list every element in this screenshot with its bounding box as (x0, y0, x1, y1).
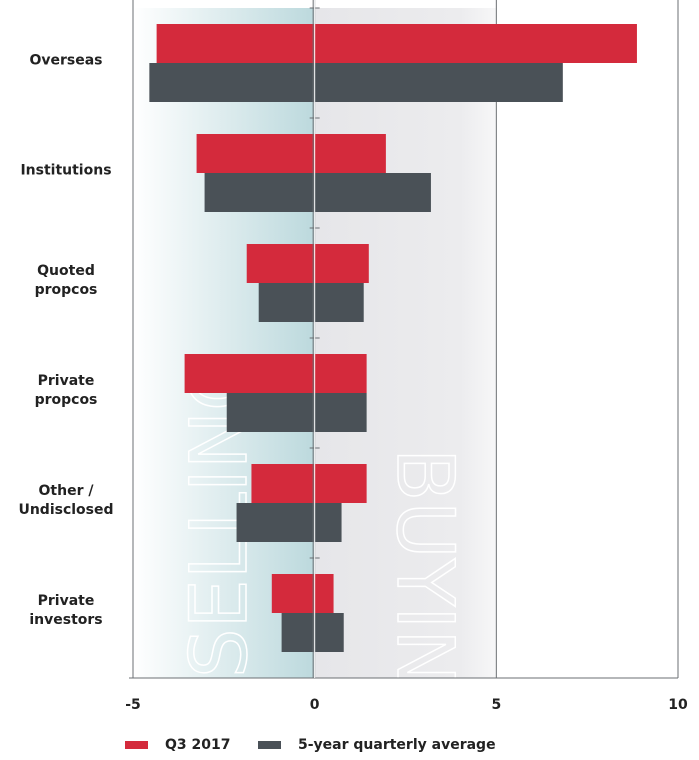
bar (281, 613, 315, 652)
bar (314, 24, 637, 63)
bar (156, 24, 315, 63)
bar (314, 244, 369, 283)
x-tick-label: 0 (310, 697, 320, 713)
bar (314, 354, 367, 393)
bar (226, 393, 315, 432)
bar (314, 464, 367, 503)
x-tick-label: 10 (668, 697, 688, 713)
bar (251, 464, 315, 503)
bar (204, 173, 315, 212)
legend-swatch (258, 741, 281, 749)
category-label: Private investors (29, 593, 103, 628)
bar (314, 574, 334, 613)
bar (258, 283, 315, 322)
selling-zone (133, 8, 315, 678)
bar (236, 503, 315, 542)
bar (314, 283, 364, 322)
bar (246, 244, 315, 283)
bar (314, 393, 367, 432)
x-tick-label: 5 (491, 697, 501, 713)
legend-swatch (125, 741, 148, 749)
category-label: Other / Undisclosed (18, 483, 114, 518)
buying-zone (314, 8, 497, 678)
bar (314, 173, 431, 212)
bar (314, 134, 386, 173)
bar (196, 134, 315, 173)
bar (314, 613, 344, 652)
category-label: Private propcos (34, 373, 98, 408)
legend-label: 5-year quarterly average (298, 737, 496, 753)
bar (149, 63, 315, 102)
buying-label: BUYING (379, 448, 469, 748)
bar (271, 574, 315, 613)
legend-label: Q3 2017 (165, 737, 230, 753)
bar (314, 503, 342, 542)
category-label: Overseas (29, 52, 103, 69)
category-label: Institutions (20, 162, 112, 179)
bar (184, 354, 315, 393)
x-tick-label: -5 (125, 697, 141, 713)
bar (314, 63, 563, 102)
category-label: Quoted propcos (34, 263, 98, 298)
